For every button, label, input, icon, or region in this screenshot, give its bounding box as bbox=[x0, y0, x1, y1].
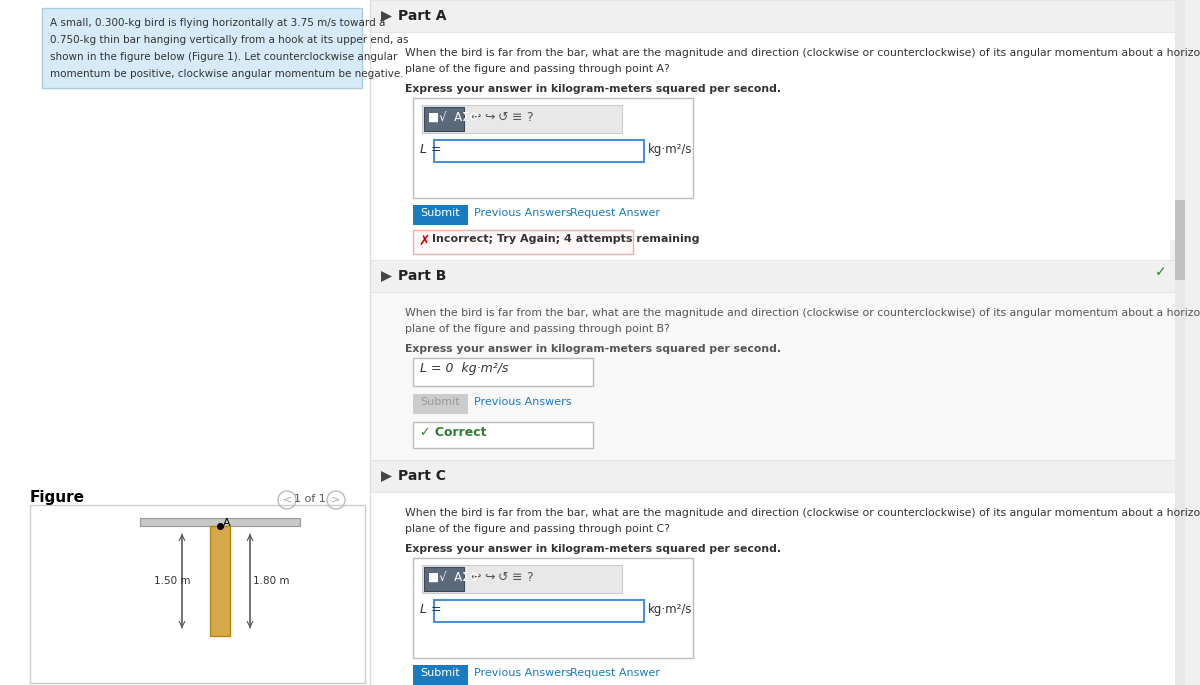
Bar bbox=[42, 8, 362, 88]
Text: plane of the figure and passing through point B?: plane of the figure and passing through … bbox=[406, 324, 670, 334]
Text: Submit: Submit bbox=[420, 397, 460, 407]
Text: Previous Answers: Previous Answers bbox=[474, 208, 571, 218]
Text: kg·m²/s: kg·m²/s bbox=[648, 603, 692, 616]
Text: ■√  AΣΦ: ■√ AΣΦ bbox=[428, 112, 479, 125]
Text: Express your answer in kilogram-meters squared per second.: Express your answer in kilogram-meters s… bbox=[406, 84, 781, 94]
Text: Submit: Submit bbox=[420, 208, 460, 218]
Bar bbox=[413, 358, 593, 386]
Bar bbox=[413, 230, 634, 254]
Text: ↺: ↺ bbox=[498, 571, 509, 584]
Text: ✗: ✗ bbox=[418, 234, 430, 248]
Polygon shape bbox=[382, 471, 392, 482]
Bar bbox=[140, 518, 300, 526]
Text: A: A bbox=[223, 518, 230, 528]
Text: Figure: Figure bbox=[30, 490, 85, 505]
Text: 1.80 m: 1.80 m bbox=[253, 576, 289, 586]
Bar bbox=[422, 565, 622, 593]
Bar bbox=[370, 292, 1175, 470]
Bar bbox=[370, 460, 1175, 492]
Bar bbox=[413, 422, 593, 448]
Text: Part A: Part A bbox=[398, 9, 446, 23]
Text: Express your answer in kilogram-meters squared per second.: Express your answer in kilogram-meters s… bbox=[406, 544, 781, 554]
Text: ?: ? bbox=[526, 111, 533, 124]
Text: L =: L = bbox=[420, 603, 442, 616]
Bar bbox=[434, 600, 644, 622]
Text: <: < bbox=[282, 494, 292, 504]
Bar bbox=[0, 0, 370, 685]
Text: When the bird is far from the bar, what are the magnitude and direction (clockwi: When the bird is far from the bar, what … bbox=[406, 308, 1200, 318]
Text: kg·m²/s: kg·m²/s bbox=[648, 143, 692, 156]
Text: >: > bbox=[331, 494, 341, 504]
Text: ↩: ↩ bbox=[470, 111, 480, 124]
Bar bbox=[370, 0, 1175, 32]
Bar bbox=[413, 558, 694, 658]
Text: plane of the figure and passing through point A?: plane of the figure and passing through … bbox=[406, 64, 670, 74]
Text: ↩: ↩ bbox=[470, 571, 480, 584]
Text: 0.750-kg thin bar hanging vertically from a hook at its upper end, as: 0.750-kg thin bar hanging vertically fro… bbox=[50, 35, 408, 45]
Text: When the bird is far from the bar, what are the magnitude and direction (clockwi: When the bird is far from the bar, what … bbox=[406, 508, 1200, 518]
Text: L = 0  kg·m²/s: L = 0 kg·m²/s bbox=[420, 362, 509, 375]
Bar bbox=[1175, 200, 1186, 280]
Text: 1.50 m: 1.50 m bbox=[154, 576, 191, 586]
Bar bbox=[413, 394, 468, 414]
Text: ✓: ✓ bbox=[1154, 265, 1166, 279]
Text: When the bird is far from the bar, what are the magnitude and direction (clockwi: When the bird is far from the bar, what … bbox=[406, 48, 1200, 58]
Text: 1 of 1: 1 of 1 bbox=[294, 494, 326, 504]
Text: ✓ Correct: ✓ Correct bbox=[420, 426, 486, 439]
Text: Previous Answers: Previous Answers bbox=[474, 397, 571, 407]
Bar bbox=[370, 32, 1175, 240]
Text: ≡: ≡ bbox=[512, 571, 522, 584]
Text: L =: L = bbox=[420, 143, 442, 156]
Bar bbox=[424, 567, 464, 591]
Text: shown in the figure below (Figure 1). Let counterclockwise angular: shown in the figure below (Figure 1). Le… bbox=[50, 52, 397, 62]
Text: Request Answer: Request Answer bbox=[570, 668, 660, 678]
Text: ?: ? bbox=[526, 571, 533, 584]
Bar bbox=[210, 526, 230, 636]
Bar bbox=[434, 140, 644, 162]
Bar bbox=[370, 492, 1175, 685]
Text: ≡: ≡ bbox=[512, 111, 522, 124]
Text: momentum be positive, clockwise angular momentum be negative.: momentum be positive, clockwise angular … bbox=[50, 69, 403, 79]
Bar bbox=[424, 107, 464, 131]
Bar bbox=[370, 0, 1170, 685]
Text: Request Answer: Request Answer bbox=[570, 208, 660, 218]
Text: Part B: Part B bbox=[398, 269, 446, 283]
Bar bbox=[370, 260, 1175, 292]
Text: Submit: Submit bbox=[420, 668, 460, 678]
Text: Part C: Part C bbox=[398, 469, 446, 483]
Bar bbox=[422, 105, 622, 133]
Bar bbox=[413, 98, 694, 198]
Bar bbox=[1175, 0, 1186, 685]
Polygon shape bbox=[382, 11, 392, 22]
Polygon shape bbox=[382, 271, 392, 282]
Text: Express your answer in kilogram-meters squared per second.: Express your answer in kilogram-meters s… bbox=[406, 344, 781, 354]
Text: Incorrect; Try Again; 4 attempts remaining: Incorrect; Try Again; 4 attempts remaini… bbox=[432, 234, 700, 244]
Text: plane of the figure and passing through point C?: plane of the figure and passing through … bbox=[406, 524, 670, 534]
Text: ↪: ↪ bbox=[484, 571, 494, 584]
Text: ↺: ↺ bbox=[498, 111, 509, 124]
Text: Previous Answers: Previous Answers bbox=[474, 668, 571, 678]
Bar bbox=[413, 205, 468, 225]
Text: A small, 0.300-kg bird is flying horizontally at 3.75 m/s toward a: A small, 0.300-kg bird is flying horizon… bbox=[50, 18, 385, 28]
Bar bbox=[30, 505, 365, 683]
Text: ↪: ↪ bbox=[484, 111, 494, 124]
Text: ■√  AΣΦ: ■√ AΣΦ bbox=[428, 572, 479, 585]
Bar bbox=[413, 665, 468, 685]
